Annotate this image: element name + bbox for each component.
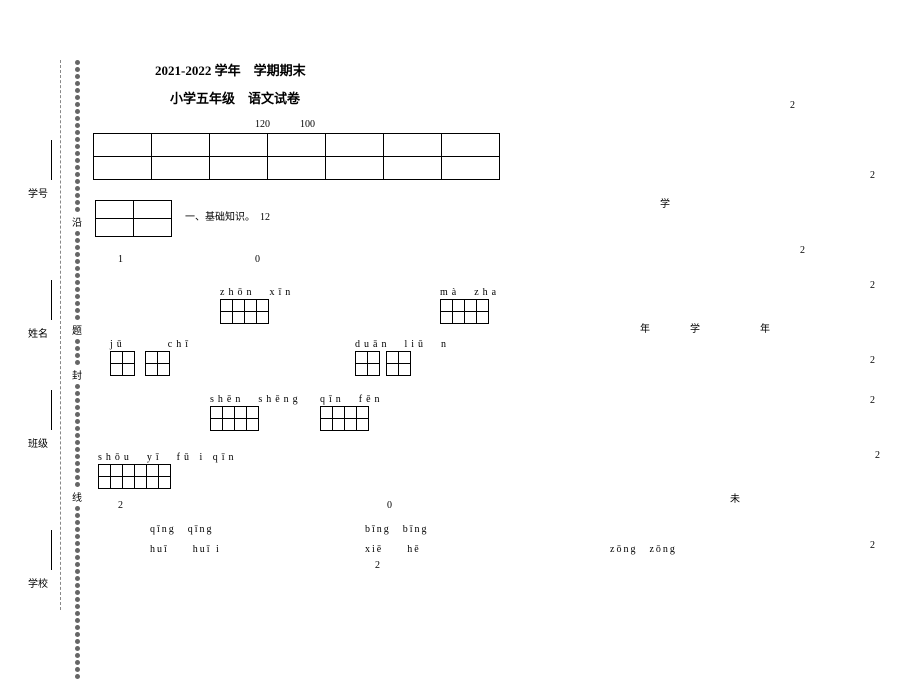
right-wei: 未	[730, 490, 740, 505]
q2-word-3: huī huī i	[150, 540, 221, 555]
label-school: 学校	[18, 575, 58, 590]
section-score-table	[95, 200, 172, 237]
label-class: 班级	[18, 435, 58, 450]
pinyin-3: jū chī	[110, 335, 192, 350]
label-name-text: 姓名	[28, 329, 48, 340]
binding-circles-2	[75, 231, 80, 320]
score-mark-6: 2	[870, 395, 875, 406]
pinyin-block-7: shōu yī fū i qīn	[98, 448, 238, 489]
right-year2: 年	[760, 320, 770, 335]
pinyin-6: qīn fēn	[320, 390, 384, 405]
binding-circles-top	[75, 60, 80, 212]
right-char-xue: 学	[660, 195, 670, 210]
q2-word-4: xiē hē	[365, 540, 421, 555]
pinyin-block-1: zhōn xīn	[220, 283, 294, 324]
pinyin-4: duān liū n	[355, 335, 450, 350]
pinyin-2: mà zha	[440, 283, 500, 298]
score-mark-3: 2	[800, 245, 805, 256]
label-school-text: 学校	[28, 579, 48, 590]
q2-number: 2	[118, 500, 123, 511]
label-number-text: 学号	[28, 189, 48, 200]
pinyin-block-3: jū chī	[110, 335, 192, 376]
right-xue2: 学	[690, 320, 700, 335]
q2-word-2: bīng bīng	[365, 520, 429, 535]
binding-margin: 沿 题 封 线	[70, 60, 84, 610]
subhead: 120 100	[255, 115, 315, 130]
q2-word-5: zōng zōng	[610, 540, 677, 555]
score-mark-2: 2	[870, 170, 875, 181]
binding-char-4: 线	[72, 489, 82, 504]
section-1-label: 一、基础知识。 12	[185, 208, 270, 223]
score-table	[93, 133, 500, 180]
label-name: 姓名	[18, 325, 58, 340]
binding-char-2: 封	[72, 367, 82, 382]
score-mark-5: 2	[870, 355, 875, 366]
binding-circles-4	[75, 384, 80, 487]
q1-score: 0	[255, 254, 260, 265]
label-number: 学号	[18, 185, 58, 200]
binding-char-1: 沿	[72, 214, 82, 229]
score-mark-7: 2	[875, 450, 880, 461]
label-class-text: 班级	[28, 439, 48, 450]
score-mark-4: 2	[870, 280, 875, 291]
q2-word-1: qīng qīng	[150, 520, 214, 535]
score-mark-1: 2	[790, 100, 795, 111]
right-year1: 年	[640, 320, 650, 335]
title-line-2: 小学五年级 语文试卷	[170, 88, 300, 107]
pinyin-1: zhōn xīn	[220, 283, 294, 298]
q1-number: 1	[118, 254, 123, 265]
q2-score: 0	[387, 500, 392, 511]
binding-char-3: 题	[72, 322, 82, 337]
pinyin-5: shēn shēng	[210, 390, 302, 405]
q2-score-2: 2	[375, 560, 382, 571]
title-line-1: 2021-2022 学年 学期期末	[155, 60, 306, 79]
binding-circles-5	[75, 506, 80, 679]
binding-circles-3	[75, 339, 80, 365]
pinyin-block-6: qīn fēn	[320, 390, 384, 431]
pinyin-7: shōu yī fū i qīn	[98, 448, 238, 463]
score-mark-8: 2	[870, 540, 875, 551]
pinyin-block-2: mà zha	[440, 283, 500, 324]
pinyin-block-4: duān liū n	[355, 335, 450, 376]
pinyin-block-5: shēn shēng	[210, 390, 302, 431]
